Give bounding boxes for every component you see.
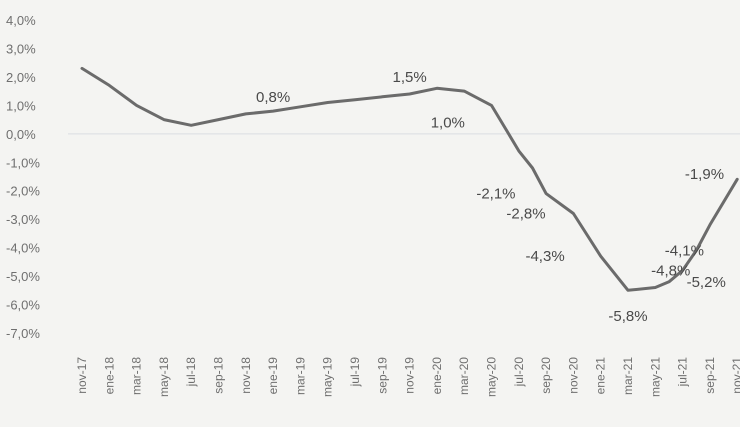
data-label: -2,8% bbox=[506, 205, 545, 222]
y-tick-label: -4,0% bbox=[6, 241, 40, 256]
data-label: -4,8% bbox=[651, 262, 690, 279]
x-tick-label: jul-18 bbox=[184, 357, 198, 388]
data-labels: 0,8%1,5%1,0%-2,1%-2,8%-4,3%-5,8%-5,2%-4,… bbox=[256, 69, 726, 325]
data-label: -5,2% bbox=[687, 274, 726, 291]
x-tick-label: sep-20 bbox=[539, 357, 553, 394]
x-tick-label: sep-19 bbox=[375, 357, 389, 394]
y-tick-label: 4,0% bbox=[6, 13, 36, 28]
x-tick-label: mar-21 bbox=[621, 357, 635, 395]
y-tick-label: 3,0% bbox=[6, 41, 36, 56]
y-tick-label: -3,0% bbox=[6, 212, 40, 227]
x-axis: nov-17 ene-18 mar-18 may-18 jul-18 sep-18 nov-… bbox=[75, 357, 740, 397]
y-tick-label: -1,0% bbox=[6, 155, 40, 170]
series-line bbox=[80, 66, 739, 292]
data-label: 1,0% bbox=[431, 114, 465, 131]
x-tick-label: mar-18 bbox=[130, 357, 144, 395]
data-label: -4,1% bbox=[665, 242, 704, 259]
x-tick-label: mar-19 bbox=[293, 357, 307, 395]
x-tick-label: may-20 bbox=[485, 357, 499, 397]
y-tick-label: -5,0% bbox=[6, 269, 40, 284]
x-tick-label: jul-21 bbox=[676, 357, 690, 388]
x-tick-label: jul-20 bbox=[512, 357, 526, 388]
x-tick-label: nov-19 bbox=[403, 357, 417, 394]
y-tick-label: -2,0% bbox=[6, 184, 40, 199]
data-label: -1,9% bbox=[685, 166, 724, 183]
y-tick-label: -7,0% bbox=[6, 326, 40, 341]
x-tick-label: may-18 bbox=[157, 357, 171, 397]
x-tick-label: jul-19 bbox=[348, 357, 362, 388]
x-tick-label: nov-21 bbox=[730, 357, 740, 394]
x-tick-label: sep-18 bbox=[212, 357, 226, 394]
data-label: 1,5% bbox=[392, 69, 426, 86]
y-axis: 4,0% 3,0% 2,0% 1,0% 0,0% -1,0% -2,0% -3,0% -4,0%… bbox=[6, 13, 40, 341]
y-tick-label: 2,0% bbox=[6, 70, 36, 85]
data-label: 0,8% bbox=[256, 89, 290, 106]
x-tick-label: nov-18 bbox=[239, 357, 253, 394]
x-tick-label: mar-20 bbox=[457, 357, 471, 395]
x-tick-label: may-19 bbox=[321, 357, 335, 397]
y-tick-label: 1,0% bbox=[6, 98, 36, 113]
data-label: -4,3% bbox=[525, 248, 564, 265]
x-tick-label: ene-18 bbox=[102, 357, 116, 395]
y-tick-label: -6,0% bbox=[6, 298, 40, 313]
y-tick-label: 0,0% bbox=[6, 127, 36, 142]
x-tick-label: nov-17 bbox=[75, 357, 89, 394]
x-tick-label: may-21 bbox=[648, 357, 662, 397]
x-tick-label: ene-20 bbox=[430, 357, 444, 395]
x-tick-label: ene-21 bbox=[594, 357, 608, 395]
x-tick-label: ene-19 bbox=[266, 357, 280, 395]
data-label: -5,8% bbox=[608, 308, 647, 325]
plot-area bbox=[68, 66, 740, 292]
x-tick-label: nov-20 bbox=[566, 357, 580, 394]
data-label: -2,1% bbox=[476, 186, 515, 203]
x-tick-label: sep-21 bbox=[703, 357, 717, 394]
